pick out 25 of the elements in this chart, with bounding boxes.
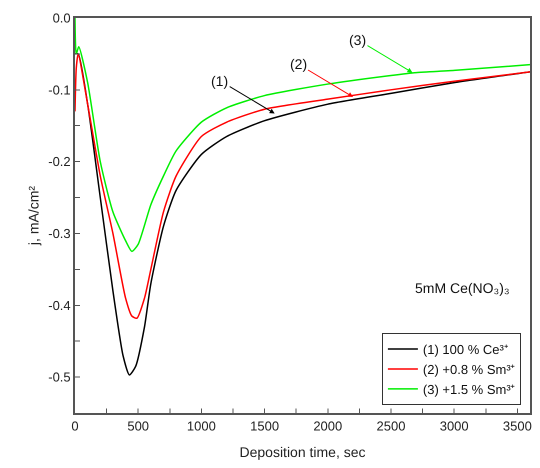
x-tick-label: 1000 bbox=[186, 418, 216, 434]
x-tick-label: 3500 bbox=[502, 418, 532, 434]
x-tick-label: 500 bbox=[127, 418, 150, 434]
y-tick-label: -0.2 bbox=[48, 154, 71, 170]
annotation: 5mM Ce(NO₃)₃ bbox=[415, 280, 510, 296]
y-tick-label: -0.4 bbox=[48, 298, 71, 313]
line-series bbox=[75, 18, 530, 252]
x-tick-label: 3000 bbox=[440, 418, 469, 434]
annotation: (3) bbox=[349, 32, 366, 48]
legend-label: (2) +0.8 % Sm³⁺ bbox=[422, 362, 515, 378]
legend-label: (3) +1.5 % Sm³⁺ bbox=[422, 382, 515, 397]
y-axis-title: j, mA/cm² bbox=[25, 186, 42, 246]
annotation: (2) bbox=[290, 56, 308, 72]
y-tick-label: 0.0 bbox=[52, 10, 71, 26]
x-axis-title: Deposition time, sec bbox=[239, 444, 366, 460]
annotation: (1) bbox=[211, 73, 228, 89]
x-tick-label: 2000 bbox=[313, 418, 342, 434]
x-tick-label: 1500 bbox=[250, 418, 280, 434]
legend-label: (1) 100 % Ce³⁺ bbox=[422, 342, 508, 358]
x-tick-label: 0 bbox=[71, 418, 79, 434]
y-tick-label: -0.5 bbox=[48, 370, 71, 385]
y-tick-label: -0.1 bbox=[48, 82, 71, 98]
line-series bbox=[75, 53, 530, 319]
y-tick-label: -0.3 bbox=[48, 226, 71, 241]
x-tick-label: 2500 bbox=[376, 418, 406, 434]
